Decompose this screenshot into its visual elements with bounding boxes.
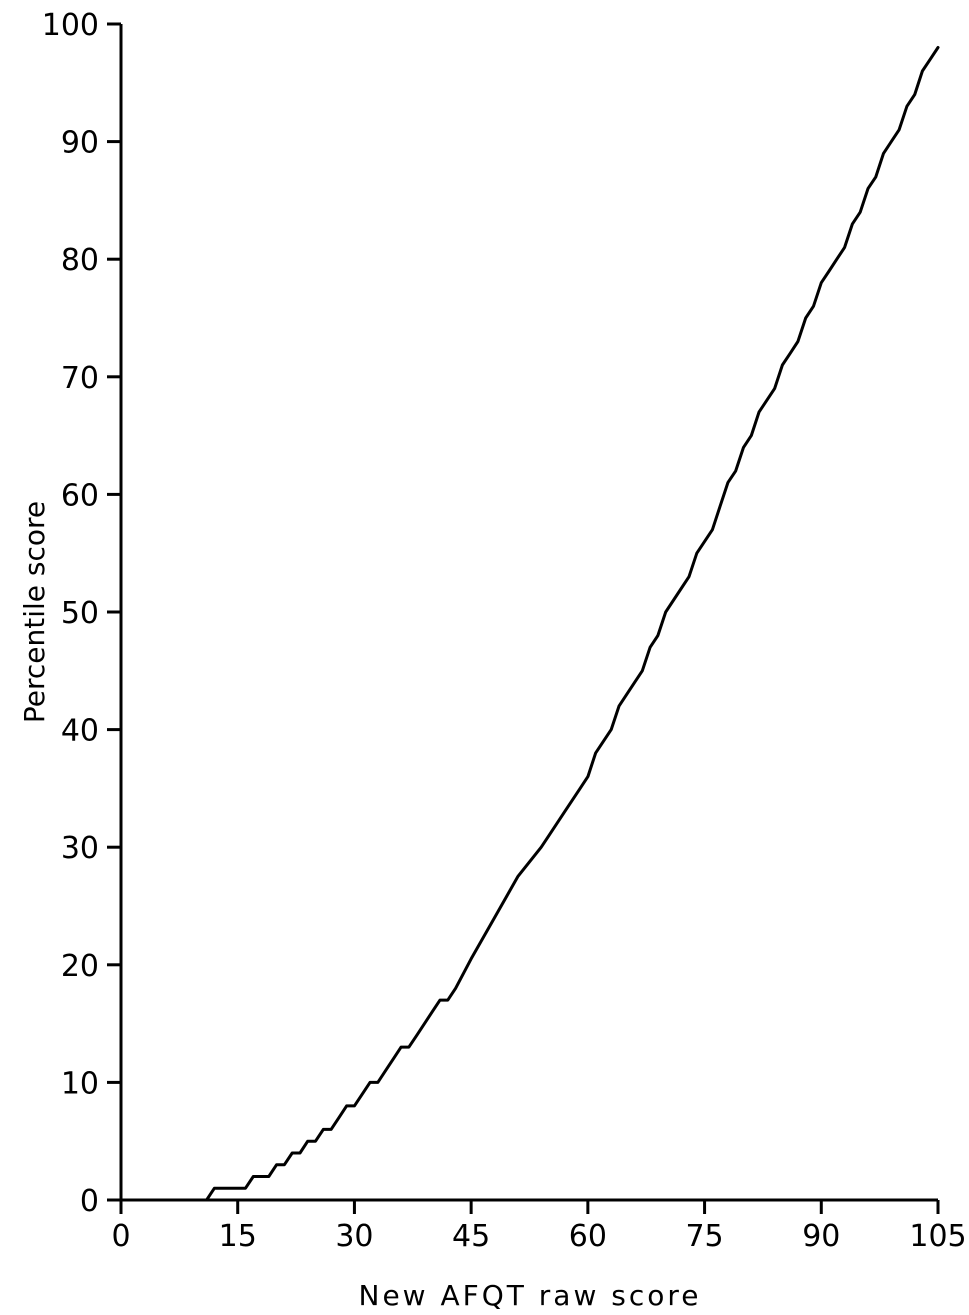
y-tick-label: 30	[61, 831, 99, 866]
x-axis-ticks: 0 15 30 45 60 75 90 105	[111, 1200, 967, 1254]
y-tick-label: 80	[61, 243, 99, 278]
x-tick-label: 60	[569, 1219, 607, 1254]
x-tick-label: 30	[335, 1219, 373, 1254]
x-axis-title: New AFQT raw score	[359, 1279, 702, 1312]
x-tick-label: 45	[452, 1219, 490, 1254]
y-tick-label: 50	[61, 596, 99, 631]
y-tick-label: 60	[61, 478, 99, 513]
y-tick-label: 10	[61, 1066, 99, 1101]
y-tick-label: 40	[61, 714, 99, 749]
y-tick-label: 20	[61, 949, 99, 984]
y-axis-title: Percentile score	[18, 501, 51, 723]
x-tick-label: 0	[111, 1219, 130, 1254]
x-tick-label: 105	[909, 1219, 966, 1254]
y-tick-label: 90	[61, 126, 99, 161]
series-line-percentile	[119, 46, 940, 1202]
y-tick-label: 70	[61, 361, 99, 396]
x-tick-label: 75	[685, 1219, 723, 1254]
x-tick-label: 15	[219, 1219, 257, 1254]
x-tick-label: 90	[802, 1219, 840, 1254]
y-tick-label: 0	[80, 1184, 99, 1219]
y-axis-ticks: 0 10 20 30 40 50 60 70 80 90 100	[42, 8, 121, 1219]
y-tick-label: 100	[42, 8, 99, 43]
